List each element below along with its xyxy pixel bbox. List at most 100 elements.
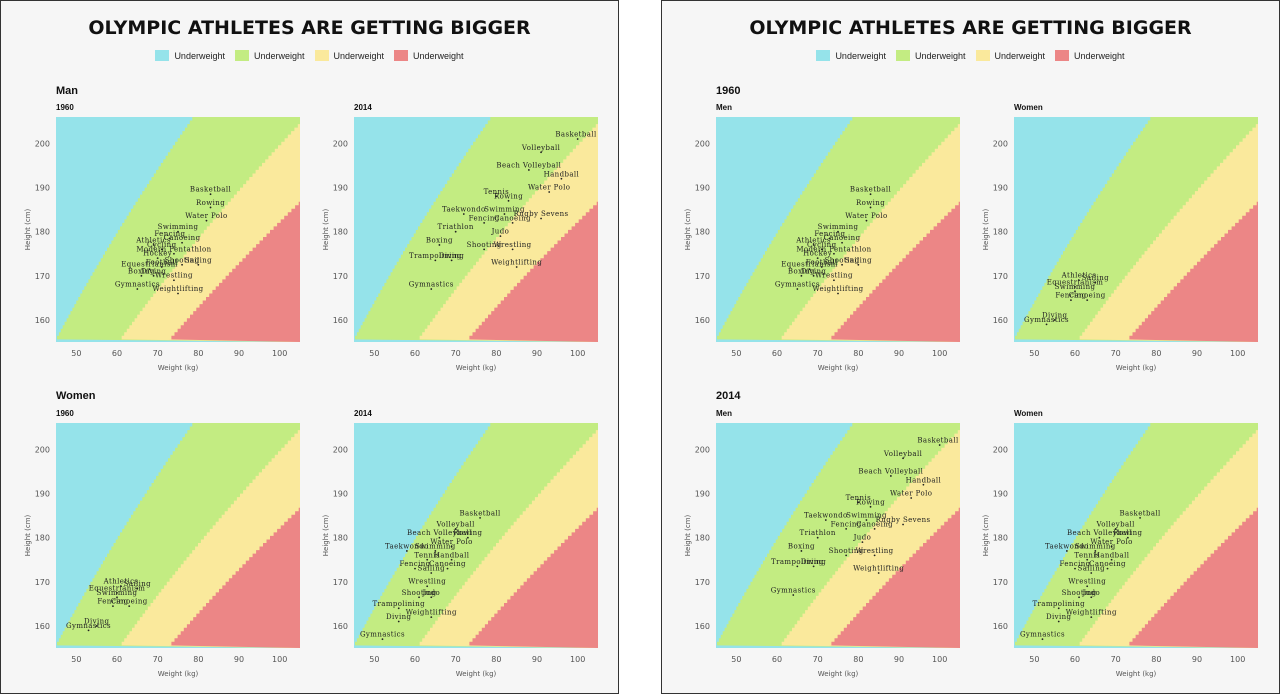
legend-label: Underweight <box>333 50 385 61</box>
y-tick-label: 200 <box>35 139 50 148</box>
data-label: Weightlifting <box>812 285 863 293</box>
x-axis-label: Weight (kg) <box>456 364 497 372</box>
data-label: Water Polo <box>528 184 570 192</box>
data-label: Diving <box>386 613 412 621</box>
x-tick-label: 100 <box>570 349 585 358</box>
data-label: Water Polo <box>845 212 887 220</box>
data-point <box>869 206 872 209</box>
data-label: Diving <box>439 252 465 260</box>
data-point <box>796 288 799 290</box>
subplot-title: Women <box>1014 103 1043 112</box>
y-tick-label: 200 <box>333 139 348 148</box>
y-tick-label: 180 <box>993 534 1008 543</box>
y-tick-label: 170 <box>333 272 348 281</box>
data-point <box>1094 281 1097 284</box>
data-label: Weightlifting <box>853 565 904 573</box>
data-point <box>1065 550 1068 552</box>
y-tick-label: 190 <box>333 184 348 193</box>
x-tick-label: 100 <box>272 655 287 664</box>
data-label: Basketball <box>1119 509 1161 517</box>
x-tick-label: 90 <box>532 349 542 358</box>
x-tick-label: 70 <box>153 349 163 358</box>
data-point <box>902 457 904 460</box>
x-tick-label: 60 <box>410 349 420 358</box>
y-tick-label: 190 <box>695 184 710 193</box>
y-tick-label: 160 <box>695 622 710 631</box>
data-point <box>548 191 551 193</box>
data-label: Hockey <box>803 250 832 258</box>
data-label: Football <box>806 259 838 267</box>
data-label: Canoeing <box>111 598 148 606</box>
x-tick-label: 60 <box>1070 349 1080 358</box>
data-label: Shooting <box>829 547 864 555</box>
zone-red <box>466 423 598 648</box>
data-label: Athletics <box>795 236 831 244</box>
data-point <box>181 263 183 266</box>
data-point <box>112 605 114 607</box>
data-point <box>1074 285 1076 288</box>
x-tick-label: 100 <box>1230 349 1245 358</box>
data-label: Swimming <box>97 589 138 597</box>
data-point <box>816 536 819 539</box>
legend-label: Underweight <box>994 50 1046 61</box>
data-label: Swimming <box>1075 542 1116 550</box>
x-tick-label: 50 <box>1029 655 1039 664</box>
x-tick-label: 60 <box>112 655 122 664</box>
data-label: Rowing <box>856 199 885 207</box>
data-label: Football <box>146 259 178 267</box>
y-tick-label: 200 <box>333 445 348 454</box>
data-label: Judo <box>1081 589 1100 597</box>
y-tick-label: 180 <box>993 228 1008 237</box>
data-point <box>841 263 843 266</box>
data-point <box>483 248 486 251</box>
subplot-title: 2014 <box>354 409 372 418</box>
x-tick-label: 70 <box>1111 655 1121 664</box>
data-label: Sailing <box>1078 565 1106 573</box>
y-tick-label: 190 <box>35 184 50 193</box>
x-tick-label: 90 <box>894 349 904 358</box>
data-label: Equestrianism <box>89 584 146 592</box>
y-axis-label: Height (cm) <box>684 514 692 556</box>
data-point <box>454 527 457 530</box>
data-point <box>116 591 118 594</box>
x-tick-label: 50 <box>71 349 81 358</box>
data-label: Fencing <box>97 598 128 606</box>
zone-red <box>828 423 960 648</box>
data-label: Handball <box>434 551 470 559</box>
data-label: Wrestling <box>856 547 894 555</box>
data-label: Athletics <box>103 578 139 586</box>
data-point <box>438 536 441 539</box>
data-label: Wrestling <box>1068 578 1106 586</box>
x-tick-label: 60 <box>410 655 420 664</box>
page-title: OLYMPIC ATHLETES ARE GETTING BIGGER <box>749 17 1192 39</box>
data-point <box>197 263 200 266</box>
data-point <box>414 567 416 570</box>
data-label: Water Polo <box>185 212 227 220</box>
data-point <box>1090 616 1093 619</box>
data-label: Modern Pentathlon <box>796 245 871 253</box>
data-label: Trampolining <box>1032 600 1085 608</box>
section-title: Man <box>56 85 78 97</box>
data-label: Wrestling <box>815 272 853 280</box>
data-label: Water Polo <box>1090 538 1132 546</box>
data-label: Sailing <box>845 256 873 264</box>
data-point <box>833 252 835 255</box>
legend-item-blue: Underweight <box>816 50 886 61</box>
data-label: Tennis <box>484 188 510 196</box>
zone-red <box>1126 117 1258 342</box>
data-label: Swimming <box>415 542 456 550</box>
y-tick-label: 160 <box>993 316 1008 325</box>
x-tick-label: 60 <box>1070 655 1080 664</box>
data-point <box>576 138 579 140</box>
data-label: Rugby Sevens <box>876 516 931 524</box>
x-tick-label: 70 <box>153 655 163 664</box>
y-tick-label: 160 <box>35 622 50 631</box>
legend-label: Underweight <box>1074 50 1125 61</box>
x-tick-label: 70 <box>1111 349 1121 358</box>
data-label: Handball <box>906 476 942 484</box>
data-label: Basketball <box>917 437 959 445</box>
x-tick-label: 100 <box>932 655 947 664</box>
y-tick-label: 180 <box>333 228 348 237</box>
data-point <box>837 292 839 295</box>
data-label: Basketball <box>190 186 232 194</box>
